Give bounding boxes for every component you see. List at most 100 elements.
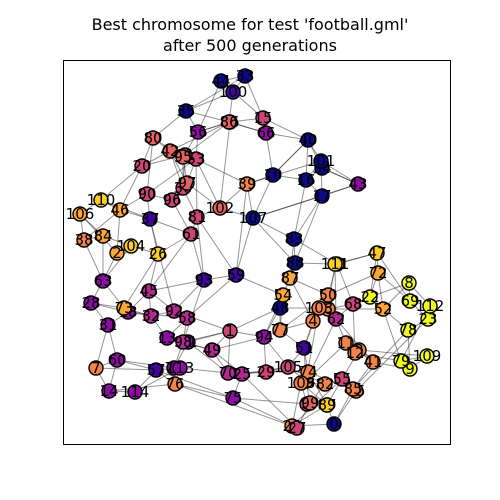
node-label-10: 10 [263,166,282,184]
node-label-88: 88 [285,254,304,272]
edge-58-59 [186,274,237,319]
node-label-100: 100 [219,83,248,101]
node-label-69: 69 [400,292,419,310]
node-label-59: 59 [226,266,245,284]
node-31: 31 [98,316,117,334]
node-51: 51 [294,339,313,357]
edge-57-75 [155,369,234,399]
edge-76-75 [174,383,234,399]
node-marker-47 [369,245,385,261]
edge-16-83 [293,179,307,240]
node-79: 79 [391,352,410,370]
node-7: 7 [88,359,104,377]
node-label-32: 32 [141,307,160,325]
node-27: 27 [287,419,306,437]
node-61: 61 [181,225,200,243]
node-82: 82 [315,375,334,393]
node-label-23: 23 [418,310,437,328]
node-label-105: 105 [274,358,303,376]
node-label-90: 90 [137,185,156,203]
node-marker-90 [139,186,155,202]
node-56: 56 [188,123,207,141]
node-111: 111 [321,255,350,273]
node-marker-27 [289,420,305,436]
node-label-13: 13 [157,329,176,347]
node-label-15: 15 [253,109,272,127]
node-label-62: 62 [326,310,345,328]
node-marker-8 [401,275,417,291]
node-41: 41 [363,353,382,371]
node-109: 109 [413,347,442,365]
node-marker-86 [221,114,237,130]
node-label-96: 96 [162,191,181,209]
node-marker-97 [179,175,195,191]
node-92: 92 [164,302,183,320]
node-marker-43 [350,176,366,192]
node-marker-83 [286,231,302,247]
node-marker-93 [196,272,212,288]
edge-60-71 [116,359,175,369]
node-77: 77 [270,321,289,339]
edge-17-107 [252,195,323,219]
node-45: 45 [139,282,158,300]
node-80: 80 [143,129,162,147]
edge-17-83 [293,195,323,240]
node-marker-17 [314,188,330,204]
edge-80-90 [146,137,154,195]
node-74: 74 [298,363,317,381]
node-label-42: 42 [160,142,179,160]
node-81: 81 [187,208,206,226]
node-label-84: 84 [93,227,112,245]
node-label-111: 111 [321,255,350,273]
node-marker-89 [319,397,335,413]
node-marker-94 [256,329,272,345]
node-marker-39 [239,176,255,192]
node-label-39: 39 [237,175,256,193]
node-20: 20 [132,157,151,175]
node-marker-102 [212,200,228,216]
node-73: 73 [114,299,133,317]
node-label-31: 31 [98,316,117,334]
node-label-61: 61 [181,225,200,243]
node-label-78: 78 [398,321,417,339]
node-marker-31 [100,317,116,333]
node-marker-98 [175,334,191,350]
edge-98-93 [182,279,205,343]
edge-23-65 [355,318,429,392]
node-marker-50 [320,287,336,303]
chart-title-line-1: Best chromosome for test 'football.gml' [91,15,409,34]
node-label-29: 29 [256,363,275,381]
node-25: 25 [232,365,251,383]
node-10: 10 [263,166,282,184]
node-label-76: 76 [165,375,184,393]
edge-43-107 [252,183,359,219]
edge-44-56 [197,80,222,133]
edge-10-40 [272,139,309,176]
node-marker-46 [112,202,128,218]
node-12: 12 [345,344,364,362]
node-label-95: 95 [173,148,192,166]
edge-62-41 [335,318,374,363]
node-88: 88 [285,254,304,272]
edge-45-93 [148,279,205,292]
node-89: 89 [317,396,336,414]
node-label-37: 37 [140,210,159,228]
node-label-108: 108 [287,374,316,392]
node-label-48: 48 [270,299,289,317]
node-26: 26 [148,245,167,263]
node-60: 60 [107,351,126,369]
node-94: 94 [254,328,273,346]
edge-113-70 [179,367,229,374]
node-14: 14 [99,382,118,400]
node-label-25: 25 [232,365,251,383]
node-23: 23 [418,310,437,328]
node-marker-62 [328,311,344,327]
node-label-57: 57 [146,361,165,379]
edge-27-25 [241,373,298,429]
node-label-107: 107 [239,209,268,227]
node-marker-61 [183,226,199,242]
edge-7-57 [95,367,157,371]
node-52: 52 [373,300,392,318]
node-label-86: 86 [219,113,238,131]
node-108: 108 [287,374,316,392]
